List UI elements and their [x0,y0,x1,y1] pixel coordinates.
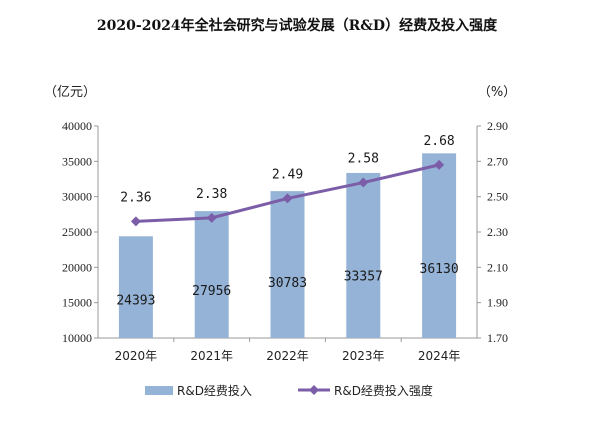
bar-value-label: 27956 [192,284,231,299]
line-point [206,212,217,223]
line-point [358,177,369,188]
x-tick-label: 2024年 [418,349,461,363]
bar-value-label: 30783 [268,276,307,291]
bar-value-label: 24393 [116,293,155,308]
line-value-label: 2.49 [272,167,303,182]
left-tick-label: 15000 [62,296,92,310]
left-tick-label: 40000 [62,119,92,133]
x-tick-label: 2020年 [115,349,158,363]
legend-bar-label: R&D经费投入 [177,383,252,398]
legend-line-label: R&D经费投入强度 [334,383,433,398]
line-point [282,193,293,204]
right-tick-label: 2.50 [487,190,508,204]
right-tick-label: 2.90 [487,119,508,133]
right-tick-label: 2.30 [487,225,508,239]
bar-value-label: 36130 [420,262,459,277]
bar [194,211,229,338]
line-value-label: 2.58 [348,152,379,167]
line-point [130,216,141,227]
right-axis-unit: （%） [478,85,516,100]
left-tick-label: 20000 [62,260,92,274]
line-value-label: 2.36 [120,190,151,205]
plot-area: 10000 15000 20000 25000 30000 35000 40000 1.70 1… [62,119,508,363]
left-tick-label: 10000 [62,331,92,345]
line-point [434,159,445,170]
legend: R&D经费投入 R&D经费投入强度 [145,383,433,398]
line-value-label: 2.68 [423,134,454,149]
line-value-label: 2.38 [196,187,227,202]
x-tick-label: 2022年 [266,349,309,363]
left-tick-label: 35000 [62,154,92,168]
right-tick-label: 2.70 [487,154,508,168]
right-tick-label: 1.90 [487,296,508,310]
bar-value-label: 33357 [344,269,383,284]
bar [346,172,381,338]
bar [422,153,457,338]
right-tick-label: 1.70 [487,331,508,345]
right-tick-label: 2.10 [487,260,508,274]
left-tick-label: 25000 [62,225,92,239]
left-axis-unit: （亿元） [44,85,96,100]
legend-bar-swatch [145,386,173,395]
chart-title: 2020-2024年全社会研究与试验发展（R&D）经费及投入强度 [97,17,498,34]
legend-line-marker [309,385,319,395]
x-tick-label: 2023年 [342,349,385,363]
bar [270,191,305,338]
x-tick-label: 2021年 [190,349,233,363]
left-tick-label: 30000 [62,190,92,204]
bar [118,236,153,338]
